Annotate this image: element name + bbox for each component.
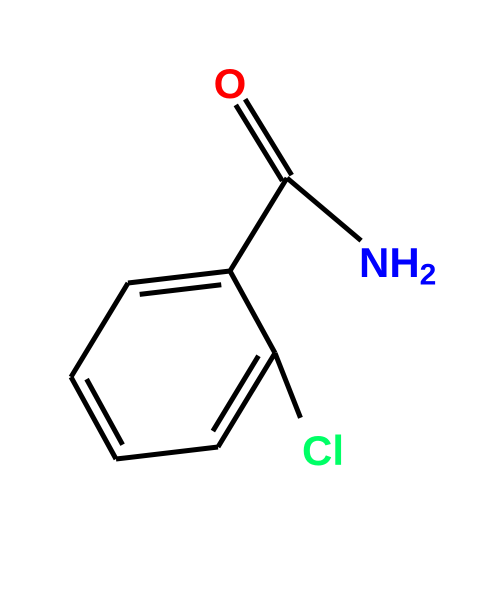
cl-atom-label: Cl [302,427,344,474]
o-atom-label: O [214,60,247,107]
nh-atom-label: NH2 [359,239,436,292]
molecule-diagram: O NH2 Cl [0,0,500,600]
